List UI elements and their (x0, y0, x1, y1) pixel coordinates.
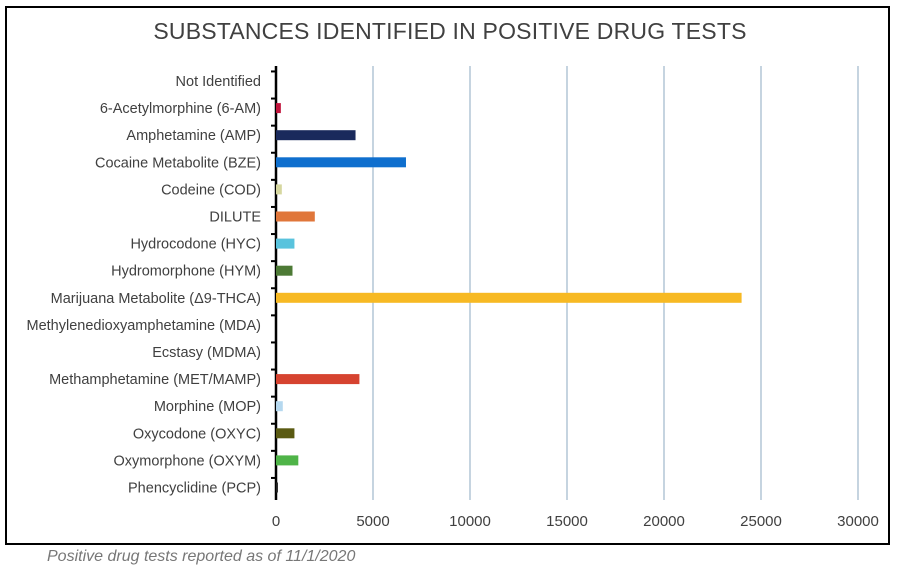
bar (276, 428, 295, 439)
x-tick-label: 10000 (449, 513, 491, 530)
bar (276, 184, 282, 195)
category-label: Hydrocodone (HYC) (130, 237, 261, 253)
category-label: Hydromorphone (HYM) (111, 264, 261, 280)
category-label: Phencyclidine (PCP) (128, 481, 261, 497)
x-tick-label: 5000 (356, 513, 389, 530)
x-tick-label: 20000 (643, 513, 685, 530)
bar (276, 482, 278, 493)
category-label: Oxymorphone (OXYM) (114, 453, 261, 469)
bar (276, 238, 295, 249)
category-label: Codeine (COD) (161, 182, 261, 198)
category-label: Methylenedioxyamphetamine (MDA) (26, 318, 261, 334)
x-tick-label: 25000 (740, 513, 782, 530)
bar (276, 211, 315, 222)
bar (276, 401, 283, 412)
bar (276, 374, 360, 385)
bar (276, 157, 406, 168)
category-label: Not Identified (176, 74, 261, 90)
bar (276, 103, 281, 114)
x-tick-label: 0 (272, 513, 280, 530)
chart-title: SUBSTANCES IDENTIFIED IN POSITIVE DRUG T… (153, 18, 747, 44)
chart-frame (5, 6, 890, 545)
category-label: Cocaine Metabolite (BZE) (95, 155, 261, 171)
category-label: Marijuana Metabolite (Δ9-THCA) (51, 291, 261, 307)
category-label: Ecstasy (MDMA) (152, 345, 261, 361)
chart-caption: Positive drug tests reported as of 11/1/… (47, 548, 356, 565)
category-label: Oxycodone (OXYC) (133, 426, 261, 442)
category-label: Morphine (MOP) (154, 399, 261, 415)
category-label: 6-Acetylmorphine (6-AM) (100, 101, 261, 117)
bar (276, 292, 742, 303)
bar (276, 265, 293, 276)
category-label: Methamphetamine (MET/MAMP) (49, 372, 261, 388)
x-tick-label: 30000 (837, 513, 879, 530)
category-label: Amphetamine (AMP) (126, 128, 261, 144)
bar (276, 455, 299, 466)
x-tick-label: 15000 (546, 513, 588, 530)
bar (276, 130, 356, 141)
category-label: DILUTE (209, 210, 261, 226)
